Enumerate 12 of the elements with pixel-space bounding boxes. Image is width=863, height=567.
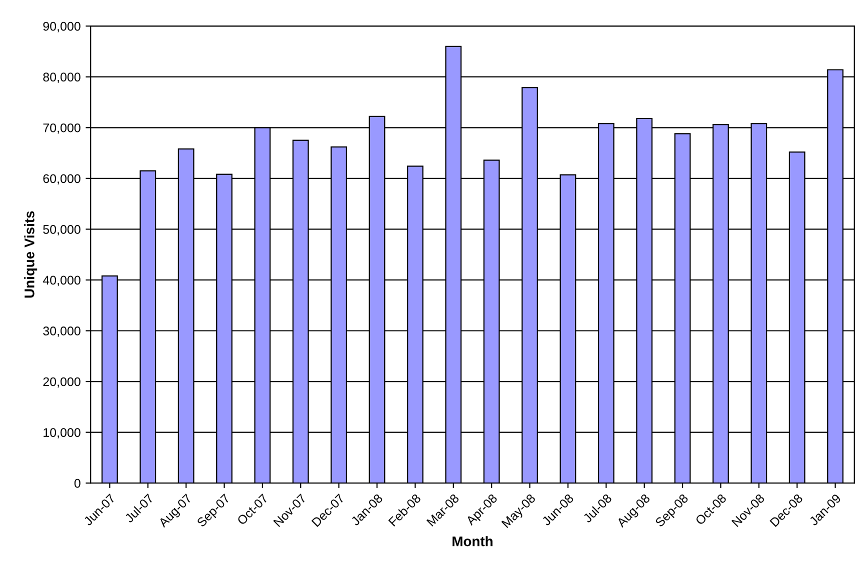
y-tick-label: 60,000 <box>43 174 80 185</box>
y-tick-label: 30,000 <box>43 326 80 337</box>
y-tick-label: 40,000 <box>42 276 80 286</box>
y-tick-label: 70,000 <box>43 123 80 134</box>
y-tick-label: 0 <box>74 478 80 488</box>
y-tick-label: 50,000 <box>43 224 80 236</box>
x-axis-title: Month <box>452 536 492 546</box>
y-tick-label: 20,000 <box>43 377 80 388</box>
y-tick-label: 80,000 <box>43 72 80 83</box>
y-axis-title: Unique Visits <box>24 211 38 298</box>
y-tick-label: 10,000 <box>44 428 80 438</box>
y-tick-label: 90,000 <box>43 22 80 32</box>
